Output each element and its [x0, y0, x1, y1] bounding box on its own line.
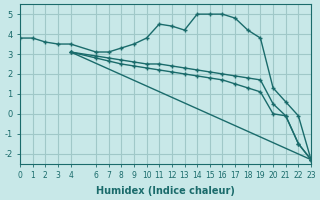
X-axis label: Humidex (Indice chaleur): Humidex (Indice chaleur) — [96, 186, 235, 196]
